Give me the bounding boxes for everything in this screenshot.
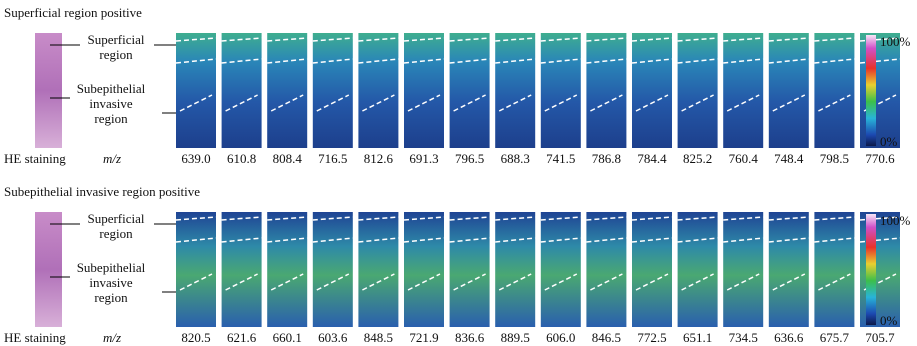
mz-value: 770.6 xyxy=(865,151,895,166)
he-label: HE staining xyxy=(4,330,66,345)
mz-value: 675.7 xyxy=(820,330,850,345)
colorbar xyxy=(866,214,876,325)
ims-image xyxy=(495,212,535,327)
ims-image xyxy=(632,212,672,327)
ims-image xyxy=(586,33,626,148)
colorbar-label: 0% xyxy=(880,313,898,328)
ims-image xyxy=(450,33,490,148)
mz-label: m/z xyxy=(103,151,121,166)
mz-value: 836.6 xyxy=(455,330,485,345)
ims-image xyxy=(267,33,307,148)
mz-value: 606.0 xyxy=(546,330,575,345)
panel-title: Superficial region positive xyxy=(4,5,142,20)
mz-value: 825.2 xyxy=(683,151,712,166)
annotation: region xyxy=(99,47,133,62)
ims-image xyxy=(723,212,763,327)
mz-value: 691.3 xyxy=(409,151,438,166)
ims-image xyxy=(176,212,216,327)
mz-value: 610.8 xyxy=(227,151,256,166)
mz-value: 734.5 xyxy=(729,330,758,345)
mz-value: 716.5 xyxy=(318,151,347,166)
ims-image xyxy=(814,33,854,148)
ims-image xyxy=(358,33,398,148)
panel-title: Subepithelial invasive region positive xyxy=(4,184,200,199)
ims-image xyxy=(495,33,535,148)
mz-value: 760.4 xyxy=(729,151,759,166)
mz-label: m/z xyxy=(103,330,121,345)
ims-image xyxy=(222,33,262,148)
annotation: Superficial xyxy=(87,32,144,47)
ims-image xyxy=(267,212,307,327)
mz-value: 808.4 xyxy=(273,151,303,166)
ims-image xyxy=(176,33,216,148)
mz-value: 660.1 xyxy=(273,330,302,345)
ims-image xyxy=(586,212,626,327)
mz-value: 741.5 xyxy=(546,151,575,166)
mz-value: 705.7 xyxy=(865,330,895,345)
mz-value: 889.5 xyxy=(501,330,530,345)
ims-image xyxy=(313,212,353,327)
annotation: invasive xyxy=(89,275,133,290)
mz-value: 636.6 xyxy=(774,330,804,345)
annotation: region xyxy=(99,226,133,241)
mz-value: 688.3 xyxy=(501,151,530,166)
mz-value: 621.6 xyxy=(227,330,257,345)
colorbar-label: 0% xyxy=(880,134,898,149)
ims-image xyxy=(313,33,353,148)
annotation: Subepithelial xyxy=(77,260,146,275)
mz-value: 848.5 xyxy=(364,330,393,345)
ims-image xyxy=(769,212,809,327)
he-image xyxy=(35,33,62,148)
colorbar-label: 100% xyxy=(880,34,911,49)
he-label: HE staining xyxy=(4,151,66,166)
annotation: Subepithelial xyxy=(77,81,146,96)
mz-value: 651.1 xyxy=(683,330,712,345)
ims-image xyxy=(404,212,444,327)
colorbar-label: 100% xyxy=(880,213,911,228)
ims-image xyxy=(678,212,718,327)
mz-value: 786.8 xyxy=(592,151,621,166)
ims-image xyxy=(541,212,581,327)
ims-image xyxy=(814,212,854,327)
mz-value: 639.0 xyxy=(181,151,210,166)
colorbar xyxy=(866,35,876,146)
mz-value: 812.6 xyxy=(364,151,394,166)
he-image xyxy=(35,212,62,327)
annotation: invasive xyxy=(89,96,133,111)
ims-image xyxy=(678,33,718,148)
ims-image xyxy=(358,212,398,327)
mz-value: 748.4 xyxy=(774,151,804,166)
annotation: region xyxy=(94,290,128,305)
mz-value: 784.4 xyxy=(637,151,667,166)
annotation: region xyxy=(94,111,128,126)
mz-value: 721.9 xyxy=(409,330,438,345)
ims-image xyxy=(541,33,581,148)
ims-image xyxy=(450,212,490,327)
mz-value: 846.5 xyxy=(592,330,621,345)
mz-value: 772.5 xyxy=(637,330,666,345)
mz-value: 603.6 xyxy=(318,330,348,345)
ims-image xyxy=(632,33,672,148)
ims-image xyxy=(723,33,763,148)
mz-value: 820.5 xyxy=(181,330,210,345)
mz-value: 796.5 xyxy=(455,151,484,166)
mz-value: 798.5 xyxy=(820,151,849,166)
ims-image xyxy=(222,212,262,327)
figure: Superficial region positive HE staining m/… xyxy=(0,0,917,346)
annotation: Superficial xyxy=(87,211,144,226)
ims-image xyxy=(404,33,444,148)
ims-image xyxy=(769,33,809,148)
